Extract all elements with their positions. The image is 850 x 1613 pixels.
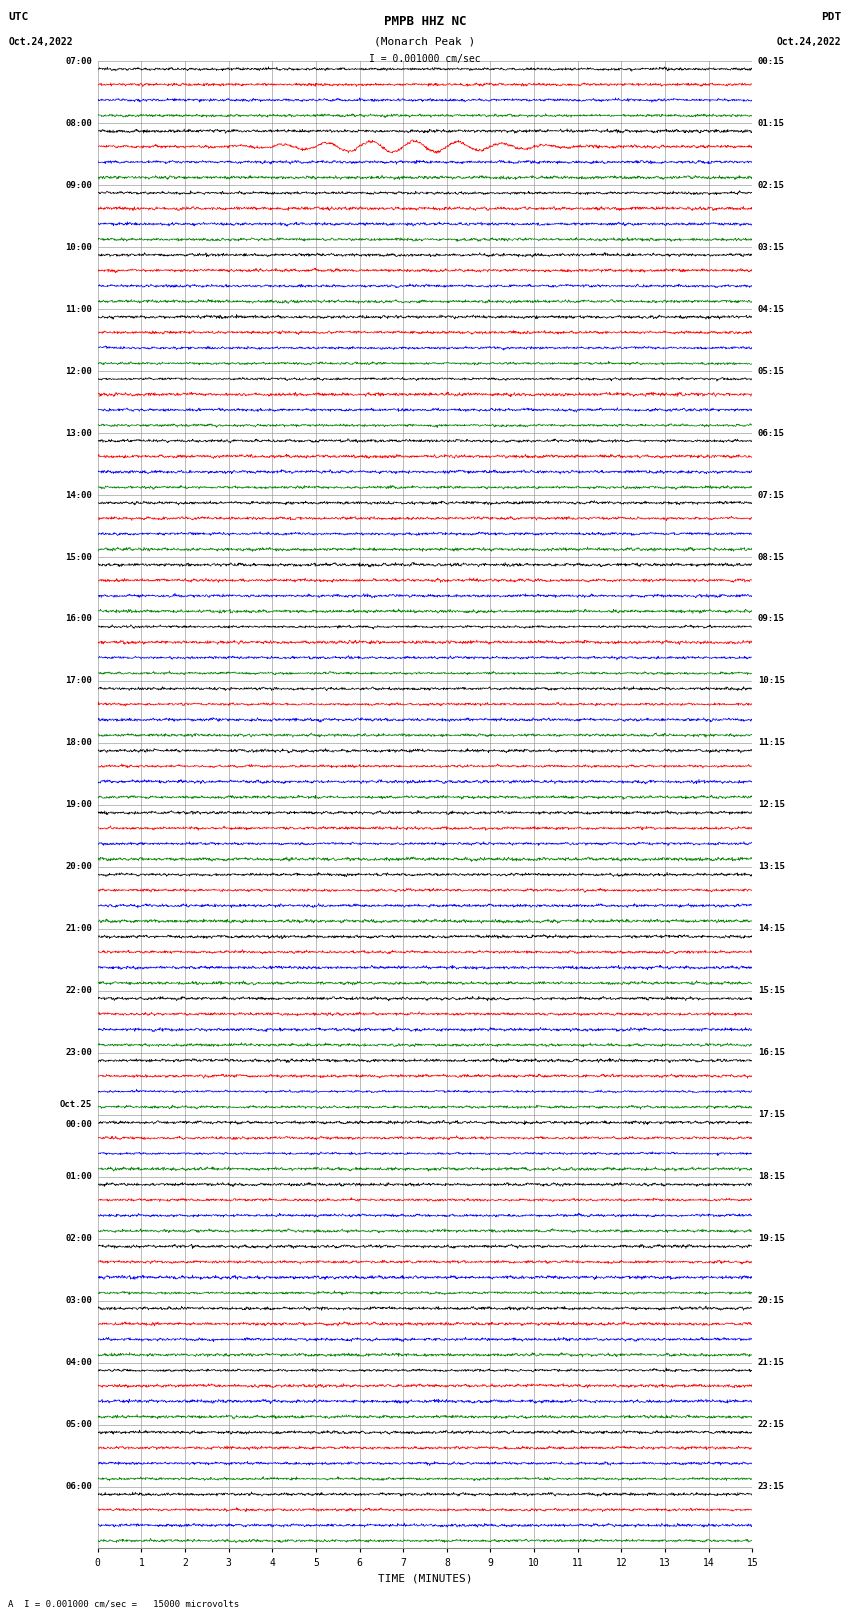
Text: 15:00: 15:00: [65, 553, 92, 561]
Text: 18:00: 18:00: [65, 739, 92, 747]
X-axis label: TIME (MINUTES): TIME (MINUTES): [377, 1573, 473, 1582]
Text: 19:00: 19:00: [65, 800, 92, 810]
Text: 09:00: 09:00: [65, 181, 92, 190]
Text: 20:15: 20:15: [758, 1297, 785, 1305]
Text: 05:15: 05:15: [758, 366, 785, 376]
Text: 22:00: 22:00: [65, 986, 92, 995]
Text: A  I = 0.001000 cm/sec =   15000 microvolts: A I = 0.001000 cm/sec = 15000 microvolts: [8, 1598, 240, 1608]
Text: (Monarch Peak ): (Monarch Peak ): [374, 37, 476, 47]
Text: 21:00: 21:00: [65, 924, 92, 934]
Text: 03:15: 03:15: [758, 242, 785, 252]
Text: UTC: UTC: [8, 13, 29, 23]
Text: 10:15: 10:15: [758, 676, 785, 686]
Text: 13:00: 13:00: [65, 429, 92, 437]
Text: 17:00: 17:00: [65, 676, 92, 686]
Text: 19:15: 19:15: [758, 1234, 785, 1244]
Text: 03:00: 03:00: [65, 1297, 92, 1305]
Text: 00:15: 00:15: [758, 56, 785, 66]
Text: 08:00: 08:00: [65, 119, 92, 127]
Text: Oct.24,2022: Oct.24,2022: [777, 37, 842, 47]
Text: 06:15: 06:15: [758, 429, 785, 437]
Text: 07:00: 07:00: [65, 56, 92, 66]
Text: 02:00: 02:00: [65, 1234, 92, 1244]
Text: 04:00: 04:00: [65, 1358, 92, 1368]
Text: Oct.25: Oct.25: [60, 1100, 92, 1110]
Text: 11:00: 11:00: [65, 305, 92, 313]
Text: 07:15: 07:15: [758, 490, 785, 500]
Text: 14:00: 14:00: [65, 490, 92, 500]
Text: 16:00: 16:00: [65, 615, 92, 624]
Text: 20:00: 20:00: [65, 863, 92, 871]
Text: 12:15: 12:15: [758, 800, 785, 810]
Text: 02:15: 02:15: [758, 181, 785, 190]
Text: 12:00: 12:00: [65, 366, 92, 376]
Text: 08:15: 08:15: [758, 553, 785, 561]
Text: 11:15: 11:15: [758, 739, 785, 747]
Text: I = 0.001000 cm/sec: I = 0.001000 cm/sec: [369, 53, 481, 65]
Text: 16:15: 16:15: [758, 1048, 785, 1057]
Text: 06:00: 06:00: [65, 1482, 92, 1490]
Text: 21:15: 21:15: [758, 1358, 785, 1368]
Text: Oct.24,2022: Oct.24,2022: [8, 37, 73, 47]
Text: 18:15: 18:15: [758, 1173, 785, 1181]
Text: 04:15: 04:15: [758, 305, 785, 313]
Text: PDT: PDT: [821, 13, 842, 23]
Text: 17:15: 17:15: [758, 1110, 785, 1119]
Text: 09:15: 09:15: [758, 615, 785, 624]
Text: 14:15: 14:15: [758, 924, 785, 934]
Text: 05:00: 05:00: [65, 1419, 92, 1429]
Text: 23:15: 23:15: [758, 1482, 785, 1490]
Text: 00:00: 00:00: [65, 1121, 92, 1129]
Text: 15:15: 15:15: [758, 986, 785, 995]
Text: 22:15: 22:15: [758, 1419, 785, 1429]
Text: PMPB HHZ NC: PMPB HHZ NC: [383, 16, 467, 29]
Text: 13:15: 13:15: [758, 863, 785, 871]
Text: 01:00: 01:00: [65, 1173, 92, 1181]
Text: 23:00: 23:00: [65, 1048, 92, 1057]
Text: 10:00: 10:00: [65, 242, 92, 252]
Text: 01:15: 01:15: [758, 119, 785, 127]
